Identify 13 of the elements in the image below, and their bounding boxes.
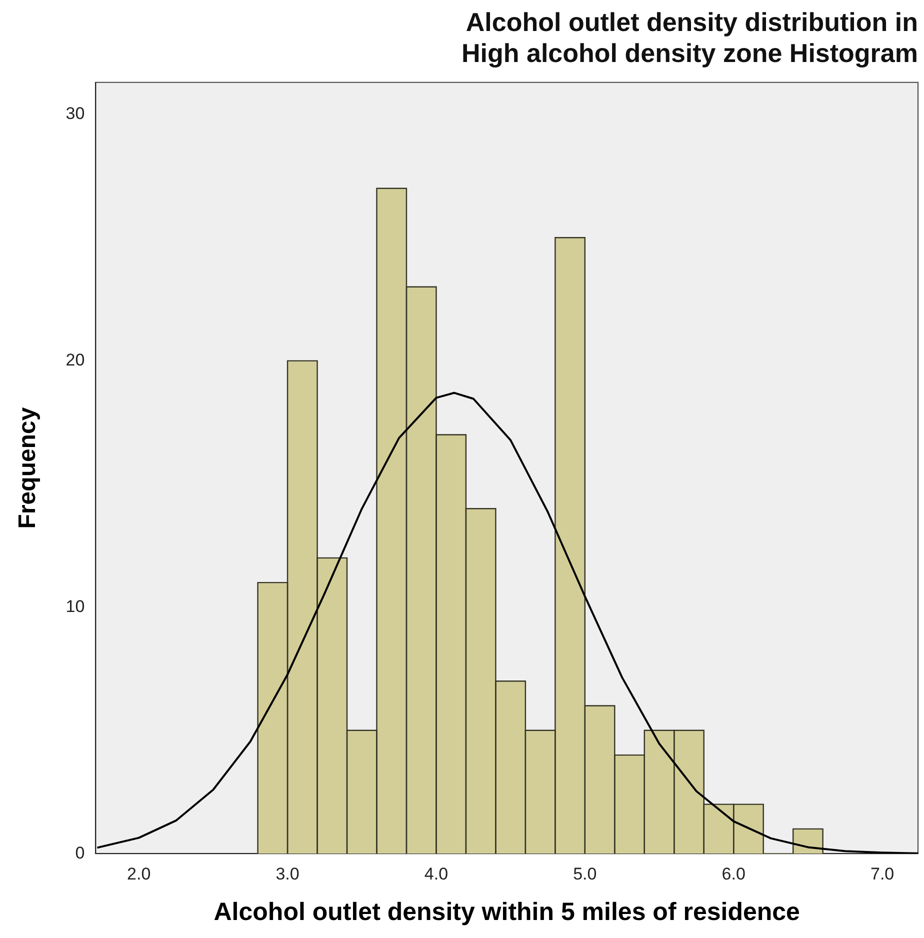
y-tick-label: 10 — [66, 596, 85, 616]
x-tick-label: 7.0 — [870, 864, 894, 884]
x-tick-label: 6.0 — [722, 864, 746, 884]
y-tick-label: 30 — [66, 104, 85, 124]
x-tick-label: 5.0 — [573, 864, 597, 884]
x-tick-label: 3.0 — [276, 864, 300, 884]
y-tick-label: 0 — [75, 843, 85, 862]
x-axis-title: Alcohol outlet density within 5 miles of residence — [214, 898, 800, 926]
y-tick-label: 20 — [66, 350, 85, 370]
x-tick-label: 4.0 — [424, 864, 448, 884]
chart-title: Alcohol outlet density distribution in High alcohol density zone Histogram — [462, 6, 918, 68]
y-axis-title: Frequency — [14, 406, 42, 529]
x-tick-label: 2.0 — [127, 864, 151, 884]
